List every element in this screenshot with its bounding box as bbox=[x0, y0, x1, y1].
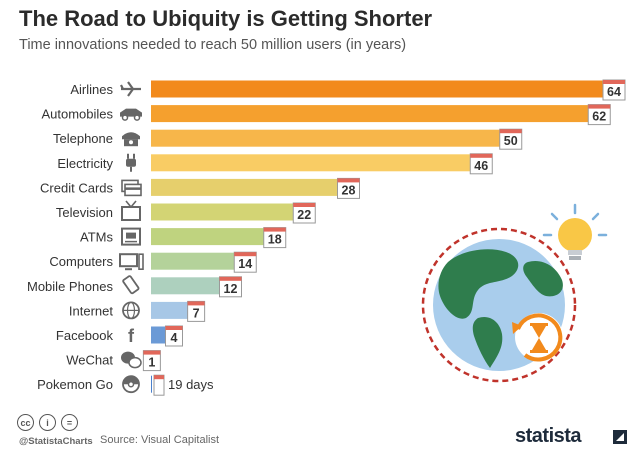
facebook-icon: f bbox=[128, 326, 135, 346]
value-calendar-badge bbox=[219, 276, 242, 298]
twitter-handle: @StatistaCharts bbox=[19, 436, 93, 447]
value-calendar-badge bbox=[587, 104, 611, 126]
value-calendar-badge bbox=[165, 325, 183, 347]
bar bbox=[151, 203, 314, 221]
value-label: 12 bbox=[224, 282, 238, 296]
category-label: Telephone bbox=[53, 131, 113, 146]
svg-text:f: f bbox=[128, 326, 135, 346]
value-calendar-badge bbox=[187, 300, 206, 322]
dashed-orbit-circle bbox=[421, 227, 577, 383]
category-label: Computers bbox=[49, 254, 113, 269]
no-derivatives-icon: = bbox=[61, 414, 78, 431]
category-label: Credit Cards bbox=[40, 180, 113, 195]
value-calendar-badge bbox=[602, 79, 626, 101]
value-calendar-badge bbox=[292, 202, 316, 224]
category-label: ATMs bbox=[80, 230, 113, 245]
hourglass-icon bbox=[530, 323, 548, 353]
category-label: Television bbox=[56, 205, 113, 220]
category-label: Mobile Phones bbox=[27, 279, 113, 294]
telephone-icon bbox=[122, 132, 140, 147]
value-label: 18 bbox=[268, 233, 282, 247]
category-label: Internet bbox=[69, 303, 113, 318]
value-label: 1 bbox=[148, 356, 155, 370]
plug-icon bbox=[126, 153, 136, 172]
category-label: Airlines bbox=[70, 82, 113, 97]
bar bbox=[151, 375, 152, 393]
bar bbox=[151, 80, 623, 98]
continent-north-america bbox=[438, 249, 519, 319]
statista-logo: statista bbox=[515, 425, 582, 447]
globe-illustration bbox=[421, 203, 608, 383]
value-label: 14 bbox=[238, 257, 252, 271]
attribution-icon: i bbox=[39, 414, 56, 431]
continent-south-america bbox=[472, 316, 503, 368]
television-icon bbox=[121, 200, 141, 221]
wechat-icon bbox=[121, 351, 142, 369]
value-calendar-badge bbox=[469, 153, 493, 175]
value-calendar-badge bbox=[153, 374, 165, 396]
category-label: Electricity bbox=[57, 156, 113, 171]
credit-card-icon bbox=[121, 179, 142, 197]
category-label: Facebook bbox=[56, 328, 114, 343]
value-calendar-badge bbox=[142, 350, 161, 372]
value-label: 28 bbox=[342, 183, 356, 197]
value-label: 22 bbox=[297, 208, 311, 222]
refresh-arrow bbox=[516, 313, 563, 362]
bar bbox=[151, 129, 520, 147]
value-calendar-badge bbox=[499, 128, 523, 150]
cc-license-icon: cc bbox=[17, 414, 34, 431]
bar bbox=[151, 154, 491, 172]
lightbulb-icon bbox=[542, 203, 608, 260]
category-label: Pokemon Go bbox=[37, 377, 113, 392]
value-label: 19 days bbox=[168, 377, 214, 392]
atm-icon bbox=[121, 227, 141, 246]
globe-icon bbox=[122, 301, 140, 320]
bar bbox=[151, 105, 609, 123]
car-icon bbox=[120, 108, 142, 121]
computer-icon bbox=[119, 253, 144, 271]
bar bbox=[151, 228, 284, 246]
statista-logo-mark bbox=[613, 430, 627, 444]
page-subtitle: Time innovations needed to reach 50 mill… bbox=[19, 37, 407, 53]
category-label: WeChat bbox=[66, 353, 113, 368]
value-label: 62 bbox=[592, 110, 606, 124]
category-label: Automobiles bbox=[41, 107, 113, 122]
value-calendar-badge bbox=[233, 251, 257, 273]
value-label: 64 bbox=[607, 85, 621, 99]
value-calendar-badge bbox=[263, 227, 287, 249]
bar bbox=[151, 178, 358, 196]
continent-europe bbox=[523, 260, 563, 297]
value-label: 4 bbox=[171, 331, 178, 345]
source-note: Source: Visual Capitalist bbox=[100, 434, 220, 446]
value-calendar-badge bbox=[337, 177, 360, 199]
value-label: 46 bbox=[474, 159, 488, 173]
page-title: The Road to Ubiquity is Getting Shorter bbox=[19, 6, 433, 31]
value-label: 50 bbox=[504, 134, 518, 148]
mobile-phone-icon bbox=[122, 275, 140, 295]
bar bbox=[151, 277, 240, 295]
airplane-icon bbox=[120, 81, 141, 97]
bar bbox=[151, 252, 255, 270]
pokeball-icon bbox=[122, 375, 140, 394]
value-label: 7 bbox=[193, 306, 200, 320]
